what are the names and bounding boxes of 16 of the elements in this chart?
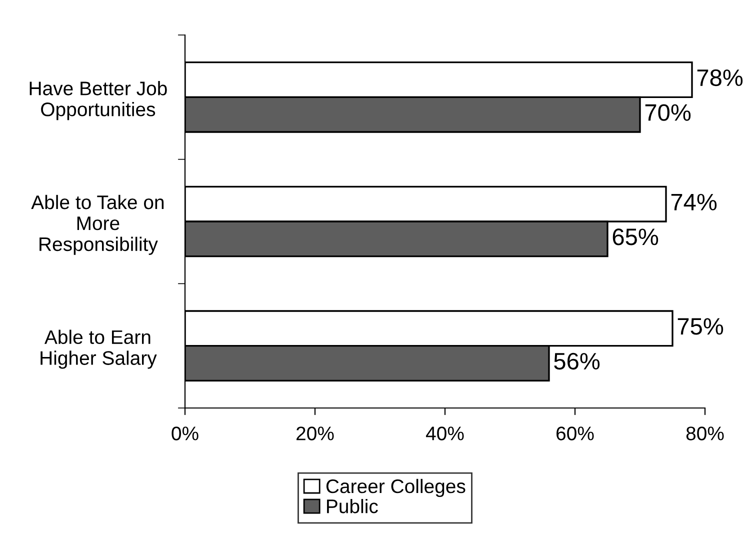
data-label: 56%: [554, 352, 600, 370]
data-label: 78%: [697, 69, 743, 86]
y-tick-label: Have Better Job Opportunities: [30, 81, 167, 120]
data-label: 70%: [645, 104, 691, 121]
legend-label: Career Colleges: [326, 478, 466, 498]
y-tick-label: Able to Take on More Responsibility: [31, 194, 164, 255]
x-tick-label: 0%: [172, 426, 198, 440]
data-label: 75%: [678, 318, 724, 335]
y-tick-label: Able to Earn Higher Salary: [40, 330, 157, 369]
data-label: 74%: [671, 194, 717, 210]
data-label: 65%: [612, 228, 658, 246]
legend-label: Public: [327, 498, 378, 514]
x-tick-label: 80%: [686, 426, 724, 440]
x-tick-label: 20%: [296, 426, 334, 440]
x-tick-label: 60%: [556, 426, 594, 440]
x-tick-label: 40%: [426, 426, 464, 440]
